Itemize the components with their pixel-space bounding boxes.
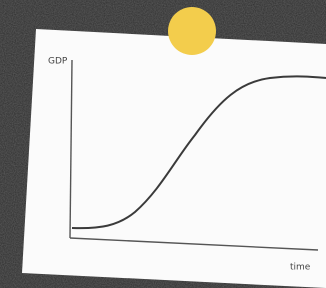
x-axis-label: time: [290, 263, 311, 273]
pin: [168, 7, 216, 55]
y-axis-label: GDP: [48, 57, 68, 67]
page: GDP time (() => { const data = JSON.pars…: [0, 0, 326, 288]
scene: GDP time: [0, 0, 326, 288]
paper-note: [22, 29, 326, 288]
